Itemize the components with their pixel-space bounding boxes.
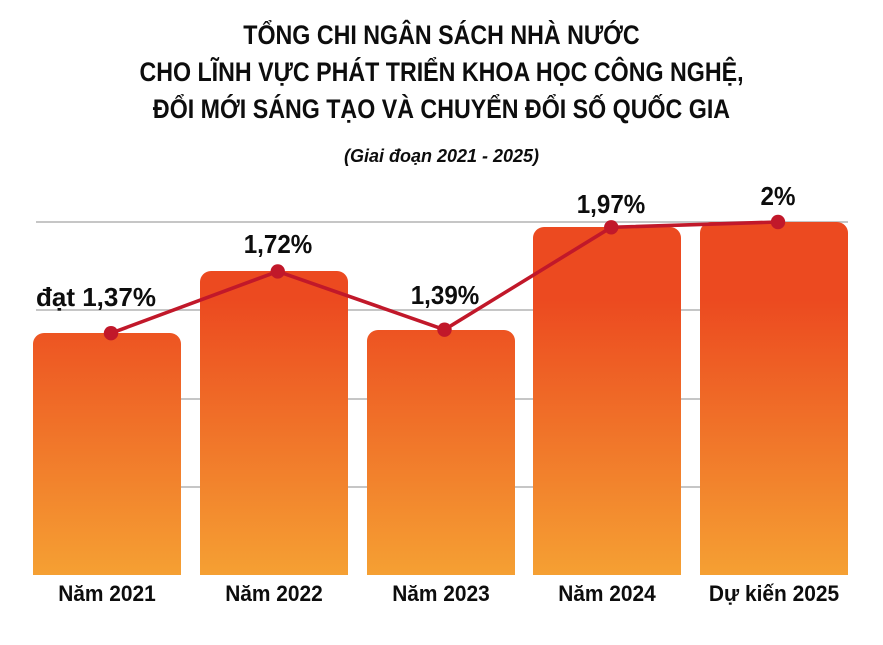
chart-title-line-3: ĐỔI MỚI SÁNG TẠO VÀ CHUYỂN ĐỔI SỐ QUỐC G… [152,94,731,124]
chart-title: TỔNG CHI NGÂN SÁCH NHÀ NƯỚC CHO LĨNH VỰC… [0,17,883,128]
category-label-năm-2023: Năm 2023 [391,581,490,606]
value-label-dự-kiến-2025: 2% [760,181,796,211]
value-label-năm-2022: 1,72% [243,229,313,259]
chart-title-line-1: TỔNG CHI NGÂN SÁCH NHÀ NƯỚC [243,20,640,50]
bar-dự-kiến-2025 [700,222,848,575]
category-label-năm-2024: Năm 2024 [558,581,657,606]
chart-subtitle: (Giai đoạn 2021 - 2025) [343,146,540,166]
bar-năm-2024 [533,227,682,575]
category-label-năm-2022: Năm 2022 [224,581,323,606]
bar-năm-2023 [366,330,515,575]
bar-năm-2022 [199,271,348,575]
chart-title-line-2: CHO LĨNH VỰC PHÁT TRIỂN KHOA HỌC CÔNG NG… [139,57,744,87]
value-label-năm-2021: đạt 1,37% [36,282,156,312]
value-label-năm-2023: 1,39% [410,280,479,310]
category-label-năm-2021: Năm 2021 [58,581,156,606]
bar-năm-2021 [33,333,181,575]
category-label-dự-kiến-2025: Dự kiến 2025 [708,581,840,606]
value-label-năm-2024: 1,97% [576,189,646,219]
